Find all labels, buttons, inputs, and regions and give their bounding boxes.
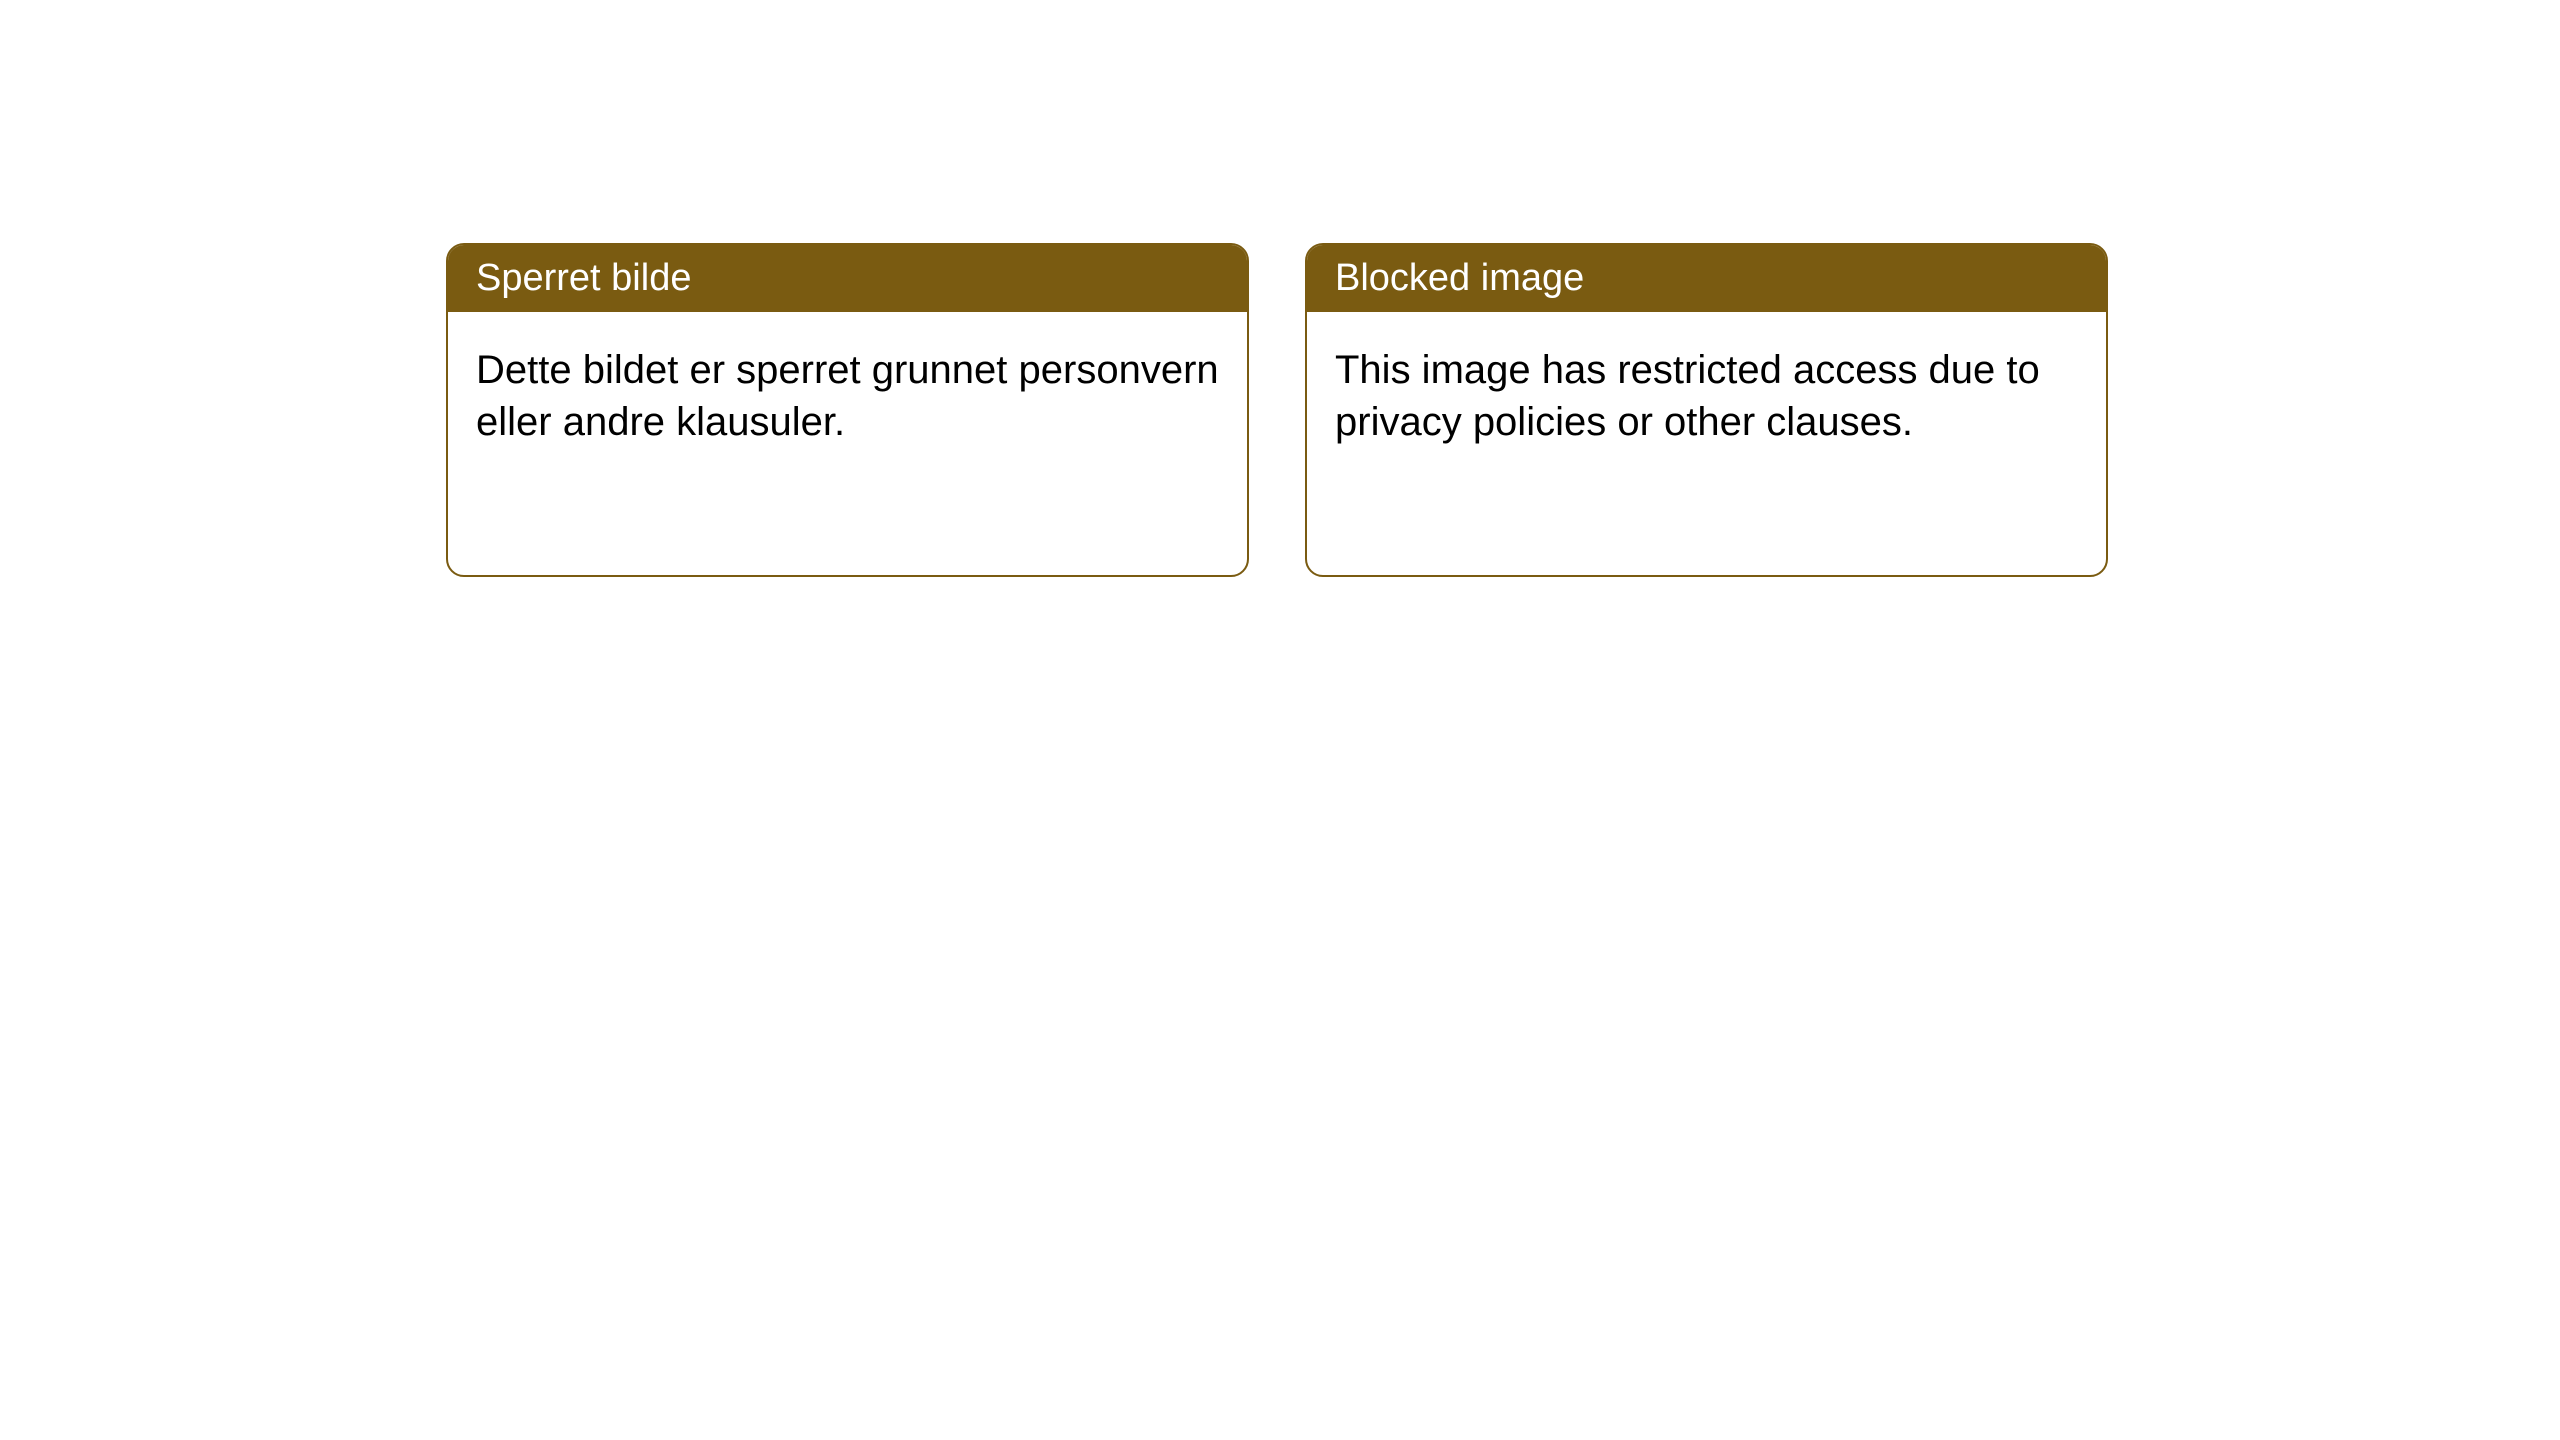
notice-card-header: Blocked image xyxy=(1307,245,2106,312)
notice-container: Sperret bilde Dette bildet er sperret gr… xyxy=(446,243,2108,577)
notice-card-norwegian: Sperret bilde Dette bildet er sperret gr… xyxy=(446,243,1249,577)
notice-card-body: This image has restricted access due to … xyxy=(1307,312,2106,480)
notice-card-english: Blocked image This image has restricted … xyxy=(1305,243,2108,577)
notice-card-body: Dette bildet er sperret grunnet personve… xyxy=(448,312,1247,480)
notice-card-header: Sperret bilde xyxy=(448,245,1247,312)
